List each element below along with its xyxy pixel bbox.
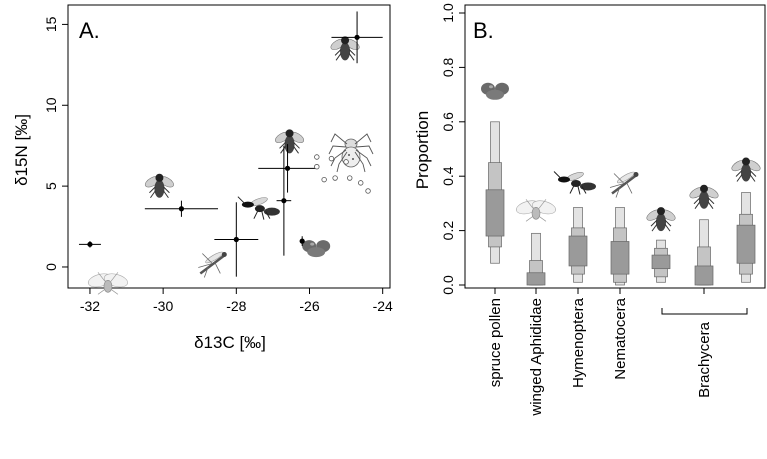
data-point: [233, 236, 239, 243]
y-tick-label: 0: [43, 263, 59, 271]
panel-b-boxes: [485, 121, 756, 286]
y-tick-label: 0.6: [440, 112, 456, 132]
panel-a-icons: [86, 35, 374, 295]
y-tick-label: 0.2: [440, 221, 456, 241]
panel-a-scatter: A. -32 -30 -28 -26 -24 0 5 10 15 δ13C [‰] δ15N …: [12, 4, 393, 352]
wasp-icon: [553, 170, 597, 195]
box-range-inner: [568, 235, 588, 267]
x-tick-label: -28: [226, 298, 246, 314]
data-point: [87, 241, 93, 247]
wasp-icon: [237, 195, 281, 221]
panel-a-points: [78, 11, 383, 277]
spider-icon: [328, 133, 374, 173]
spider-point: [347, 175, 353, 181]
x-tick-label: -26: [299, 298, 319, 314]
spider-point: [365, 188, 371, 194]
box-range-inner: [736, 224, 756, 264]
panel-a-frame: [67, 4, 391, 289]
fly-icon: [729, 157, 763, 183]
box-range-inner: [651, 254, 671, 270]
y-tick-label: 0.0: [440, 275, 456, 295]
category-label: winged Aphididae: [528, 298, 545, 417]
spider-point: [314, 164, 320, 170]
x-tick-label: -24: [373, 298, 393, 314]
x-tick-label: -32: [80, 298, 100, 314]
spider-point: [332, 175, 338, 181]
aphid-icon: [86, 271, 130, 295]
brachycera-bracket: [661, 308, 748, 315]
box-range-inner: [526, 272, 546, 286]
pollen-icon: [481, 82, 509, 100]
box-range-inner: [610, 241, 630, 275]
fly-icon: [328, 35, 362, 61]
spider-point: [314, 154, 320, 160]
fly-icon: [644, 206, 678, 232]
panel-a-label: A.: [79, 18, 100, 43]
panel-b-y-ticks: 0.0 0.2 0.4 0.6 0.8 1.0: [440, 3, 465, 295]
fly-icon: [273, 128, 306, 154]
panel-b-boxplot: B. 0.0 0.2 0.4 0.6 0.8 1.0 spruce pollen winge…: [413, 3, 766, 417]
panel-b-frame: [464, 4, 766, 289]
panel-b-label: B.: [473, 18, 494, 43]
spider-point: [358, 180, 364, 186]
box-range-inner: [485, 189, 505, 237]
box-range-inner: [694, 265, 714, 286]
y-tick-label: 0.8: [440, 57, 456, 77]
x-tick-label: -30: [153, 298, 173, 314]
panel-a-x-ticks: -32 -30 -28 -26 -24: [80, 288, 393, 314]
spider-point: [328, 155, 335, 162]
spider-point: [343, 159, 349, 165]
spider-point: [321, 176, 327, 183]
panel-a-spider-values: [314, 154, 371, 194]
y-tick-label: 0.4: [440, 166, 456, 186]
panel-a-y-ticks: 0 5 10 15: [43, 16, 68, 271]
data-point: [354, 34, 360, 40]
panel-b-y-axis-title: Proportion: [413, 111, 432, 189]
panel-a-x-axis-title: δ13C [‰]: [194, 333, 266, 352]
panel-b-category-labels: spruce pollen winged Aphididae Hymenoptera…: [487, 288, 713, 417]
category-label: spruce pollen: [487, 298, 504, 387]
category-label: Brachycera: [696, 321, 713, 398]
category-label: Hymenoptera: [570, 297, 587, 388]
fly-icon: [143, 173, 176, 199]
category-label: Nematocera: [612, 297, 629, 379]
y-tick-label: 1.0: [440, 3, 456, 23]
y-tick-label: 5: [43, 182, 59, 190]
aphid-icon: [514, 198, 558, 222]
data-point: [299, 238, 305, 244]
mosquito-icon: [608, 169, 640, 199]
y-tick-label: 15: [43, 16, 59, 32]
data-point: [178, 206, 185, 212]
mosquito-icon: [197, 249, 229, 279]
data-point: [284, 165, 291, 171]
y-tick-label: 10: [43, 97, 59, 113]
fly-icon: [687, 184, 721, 210]
panel-a-y-axis-title: δ15N [‰]: [12, 114, 31, 186]
data-point: [281, 198, 287, 204]
pollen-icon: [302, 240, 331, 258]
